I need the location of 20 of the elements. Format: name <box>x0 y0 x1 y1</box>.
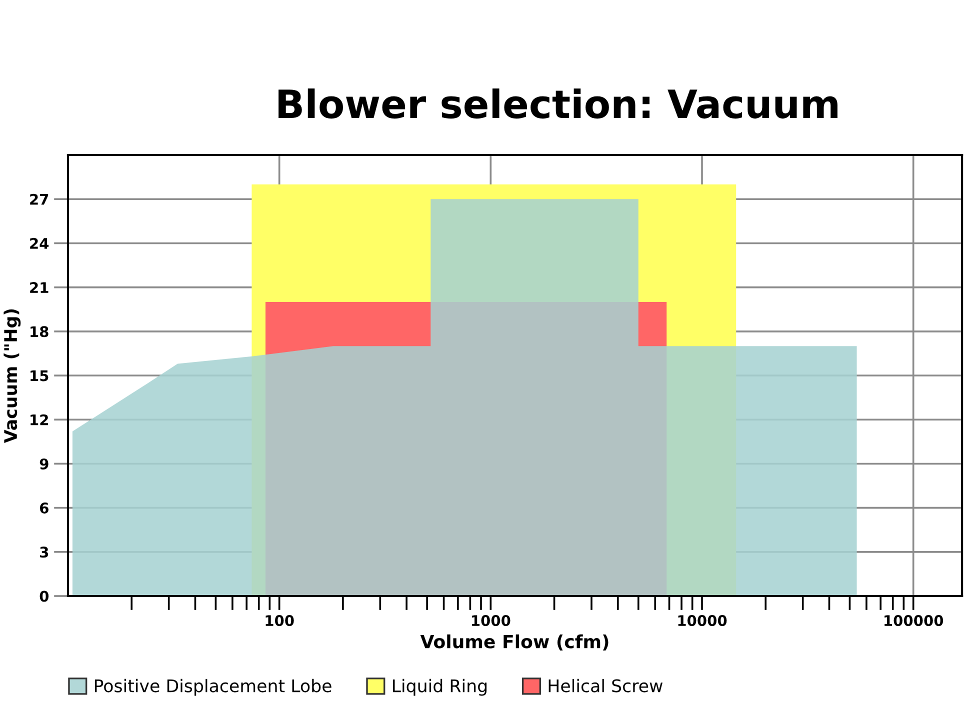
y-tick-label: 24 <box>30 238 49 249</box>
y-tick-label: 3 <box>40 546 48 558</box>
y-axis-title: Vacuum ("Hg) <box>4 309 21 444</box>
x-axis-title: Volume Flow (cfm) <box>420 634 608 651</box>
x-tick-label: 1000 <box>472 615 510 626</box>
x-tick-label: 100000 <box>884 615 944 626</box>
x-tick-label: 10000 <box>678 615 727 626</box>
y-tick-label: 15 <box>30 370 48 382</box>
y-tick-label: 6 <box>40 502 48 514</box>
legend-label: Helical Screw <box>548 678 662 692</box>
y-tick-label: 18 <box>30 326 48 338</box>
y-tick-label: 0 <box>40 590 49 602</box>
legend-label: Positive Displacement Lobe <box>94 678 332 696</box>
x-tick-label: 100 <box>266 615 294 626</box>
y-tick-label: 21 <box>30 282 48 293</box>
y-tick-label: 12 <box>30 414 48 426</box>
y-tick-label: 9 <box>40 458 48 470</box>
legend-label: Liquid Ring <box>393 678 487 696</box>
chart-title: Blower selection: Vacuum <box>278 88 838 119</box>
y-tick-label: 27 <box>30 194 48 205</box>
